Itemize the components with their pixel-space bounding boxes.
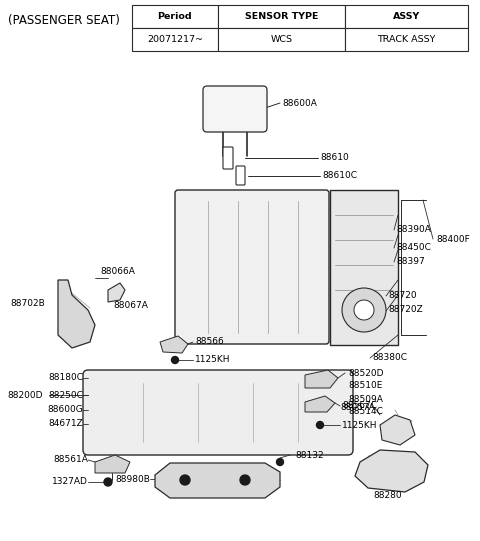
Text: 84671Z: 84671Z xyxy=(48,419,83,428)
Bar xyxy=(346,28,468,51)
Bar xyxy=(330,190,398,345)
Text: 88600A: 88600A xyxy=(282,98,317,108)
Bar xyxy=(132,28,218,51)
Polygon shape xyxy=(305,370,338,388)
Circle shape xyxy=(171,357,179,364)
Circle shape xyxy=(104,478,112,486)
Text: 1125KH: 1125KH xyxy=(342,420,377,430)
Polygon shape xyxy=(355,450,428,492)
Polygon shape xyxy=(58,280,95,348)
Polygon shape xyxy=(155,463,280,498)
Text: 88509A: 88509A xyxy=(348,394,383,404)
Text: 88390A: 88390A xyxy=(396,225,431,234)
FancyBboxPatch shape xyxy=(83,370,353,455)
Text: 88250C: 88250C xyxy=(48,391,83,399)
Text: 88610: 88610 xyxy=(320,154,349,162)
Text: 88720: 88720 xyxy=(388,291,417,300)
Circle shape xyxy=(276,459,284,465)
Text: 88567C: 88567C xyxy=(342,401,377,411)
Text: ASSY: ASSY xyxy=(393,12,420,21)
Polygon shape xyxy=(108,283,125,302)
Bar xyxy=(346,5,468,28)
Text: 88702B: 88702B xyxy=(10,299,45,307)
Text: 88610C: 88610C xyxy=(322,171,357,181)
Polygon shape xyxy=(160,336,188,353)
Text: 88057A: 88057A xyxy=(340,404,375,412)
Text: 88600G: 88600G xyxy=(47,406,83,414)
Polygon shape xyxy=(95,455,130,473)
Text: TRACK ASSY: TRACK ASSY xyxy=(377,35,436,44)
Circle shape xyxy=(240,475,250,485)
Circle shape xyxy=(316,421,324,428)
Text: (PASSENGER SEAT): (PASSENGER SEAT) xyxy=(8,14,120,27)
FancyBboxPatch shape xyxy=(223,147,233,169)
Text: 88450C: 88450C xyxy=(396,242,431,252)
Text: 88514C: 88514C xyxy=(348,407,383,417)
Bar xyxy=(218,28,346,51)
Text: 88380C: 88380C xyxy=(372,353,407,361)
Text: 20071217~: 20071217~ xyxy=(147,35,203,44)
FancyBboxPatch shape xyxy=(203,86,267,132)
Text: 88200D: 88200D xyxy=(7,391,43,399)
Text: 1125KH: 1125KH xyxy=(195,355,230,365)
Text: 1327AD: 1327AD xyxy=(52,478,88,486)
Text: 88132: 88132 xyxy=(295,451,324,459)
Circle shape xyxy=(180,475,190,485)
Text: 88180C: 88180C xyxy=(48,373,83,382)
Text: Period: Period xyxy=(157,12,192,21)
Text: 88066A: 88066A xyxy=(100,267,135,276)
Bar xyxy=(132,5,218,28)
FancyBboxPatch shape xyxy=(236,166,245,185)
Circle shape xyxy=(354,300,374,320)
Text: 88400F: 88400F xyxy=(436,234,470,243)
FancyBboxPatch shape xyxy=(175,190,329,344)
Text: 88280: 88280 xyxy=(374,492,402,500)
Text: 88510E: 88510E xyxy=(348,381,383,391)
Text: 88566: 88566 xyxy=(195,338,224,346)
Text: SENSOR TYPE: SENSOR TYPE xyxy=(245,12,318,21)
Text: 88397: 88397 xyxy=(396,256,425,266)
Text: 88980B: 88980B xyxy=(115,474,150,484)
Bar xyxy=(218,5,346,28)
Text: 88561A: 88561A xyxy=(53,456,88,465)
Polygon shape xyxy=(380,415,415,445)
Text: 88720Z: 88720Z xyxy=(388,306,423,314)
Text: WCS: WCS xyxy=(271,35,292,44)
Text: 88520D: 88520D xyxy=(348,368,384,378)
Circle shape xyxy=(342,288,386,332)
Text: 88067A: 88067A xyxy=(113,301,148,311)
Polygon shape xyxy=(305,396,335,412)
